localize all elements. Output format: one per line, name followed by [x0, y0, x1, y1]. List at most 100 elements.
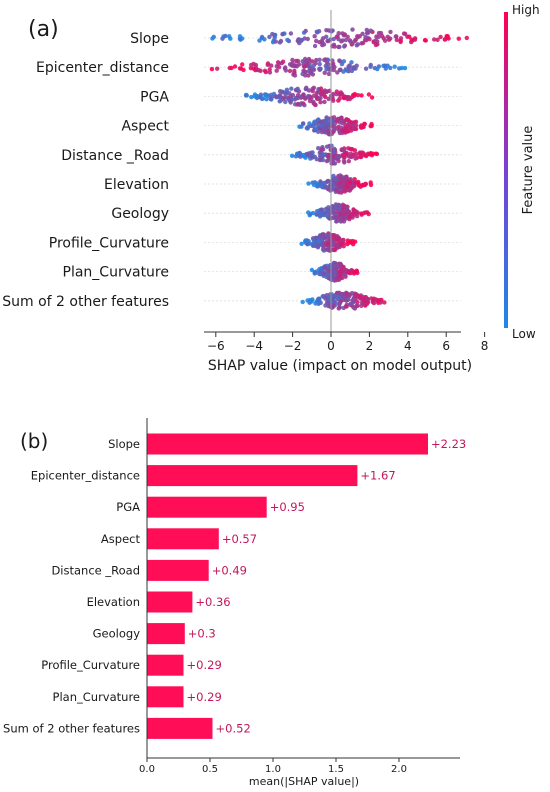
shap-point [369, 296, 374, 301]
feature-label: Epicenter_distance [36, 60, 169, 76]
shap-point [306, 181, 311, 186]
colorbar-title: Feature value [521, 126, 536, 215]
shap-point [269, 63, 274, 68]
shap-point [240, 62, 245, 67]
x-tick-label-a: −4 [245, 339, 263, 353]
shap-point [319, 147, 324, 152]
shap-point [402, 31, 408, 36]
value-label-bg [184, 688, 225, 705]
shap-point [346, 159, 351, 164]
shap-point [209, 66, 215, 72]
beeswarm-row: Geology [111, 202, 461, 224]
shap-point [334, 89, 339, 94]
shap-point [332, 146, 337, 152]
shap-point [353, 270, 358, 275]
shap-point [317, 61, 322, 67]
value-label: +0.29 [187, 690, 222, 704]
shap-point [343, 37, 349, 43]
shap-point [297, 124, 302, 129]
shap-point [331, 67, 336, 73]
shap-point [241, 67, 246, 73]
shap-point [289, 86, 294, 91]
shap-point [328, 269, 333, 274]
shap-point [312, 34, 317, 39]
shap-point [344, 117, 349, 122]
shap-point [335, 70, 340, 75]
shap-point [316, 122, 322, 128]
category-label: Profile_Curvature [41, 658, 140, 672]
shap-point [314, 209, 320, 214]
shap-point [382, 38, 388, 43]
shap-point [373, 151, 379, 156]
bar-row: PGA +0.95 [116, 496, 308, 518]
beeswarm-row: Epicenter_distance [36, 56, 461, 78]
shap-point [292, 68, 297, 74]
shap-point [353, 156, 358, 161]
bar [147, 686, 184, 708]
category-label: Distance _Road [51, 563, 140, 577]
shap-point [312, 119, 317, 124]
shap-point [325, 241, 331, 247]
shap-point [295, 86, 300, 92]
shap-point [305, 298, 310, 303]
value-label: +0.29 [187, 658, 222, 672]
beeswarm-row: PGA [140, 85, 461, 108]
shap-point [464, 35, 469, 41]
shap-point [336, 158, 341, 164]
shap-point [438, 34, 443, 40]
shap-point [346, 96, 351, 101]
shap-point [317, 298, 322, 303]
shap-point [349, 68, 355, 74]
shap-point [355, 299, 360, 305]
shap-point [317, 157, 323, 163]
shap-point [290, 61, 295, 66]
shap-point [378, 300, 383, 305]
shap-point [354, 151, 359, 157]
category-label: Aspect [101, 532, 141, 546]
value-label-bg [209, 562, 250, 579]
shap-point [379, 33, 385, 39]
shap-point [311, 237, 316, 242]
shap-point [325, 178, 331, 184]
shap-point [316, 117, 321, 122]
value-label: +0.57 [222, 532, 257, 546]
shap-point [342, 160, 347, 165]
bar-row: Aspect +0.57 [101, 528, 260, 550]
shap-point [352, 92, 358, 97]
shap-point [347, 270, 352, 276]
shap-point [366, 92, 372, 97]
shap-point [273, 32, 278, 38]
shap-point [309, 267, 315, 273]
shap-point [342, 295, 348, 301]
value-label: +1.67 [360, 469, 395, 483]
bar-row: Elevation +0.36 [87, 591, 234, 613]
shap-point [375, 66, 380, 72]
shap-point [373, 38, 378, 43]
shap-point [369, 95, 375, 100]
shap-point [314, 96, 320, 102]
shap-point [223, 33, 228, 39]
shap-point [323, 266, 328, 271]
bar-row: Geology +0.3 [93, 623, 226, 645]
shap-point [351, 122, 357, 127]
shap-point [348, 39, 353, 44]
shap-point [320, 119, 325, 124]
shap-point [311, 210, 316, 216]
x-ticks-b: 0.0 0.5 1.0 1.5 2.0 [139, 758, 407, 775]
shap-point [335, 154, 340, 160]
shap-point [339, 184, 345, 190]
shap-point [333, 176, 338, 181]
shap-point [314, 29, 319, 34]
shap-point [311, 85, 317, 91]
shap-point [301, 101, 306, 106]
shap-point [318, 86, 324, 91]
shap-point [362, 121, 367, 127]
shap-point [253, 62, 259, 68]
value-label: +0.3 [188, 627, 216, 641]
shap-point [360, 150, 365, 155]
category-label: Slope [108, 437, 140, 451]
category-label: Sum of 2 other features [3, 721, 140, 735]
bar [147, 623, 185, 645]
shap-point [314, 212, 319, 217]
x-tick-label-a: 8 [481, 339, 489, 353]
